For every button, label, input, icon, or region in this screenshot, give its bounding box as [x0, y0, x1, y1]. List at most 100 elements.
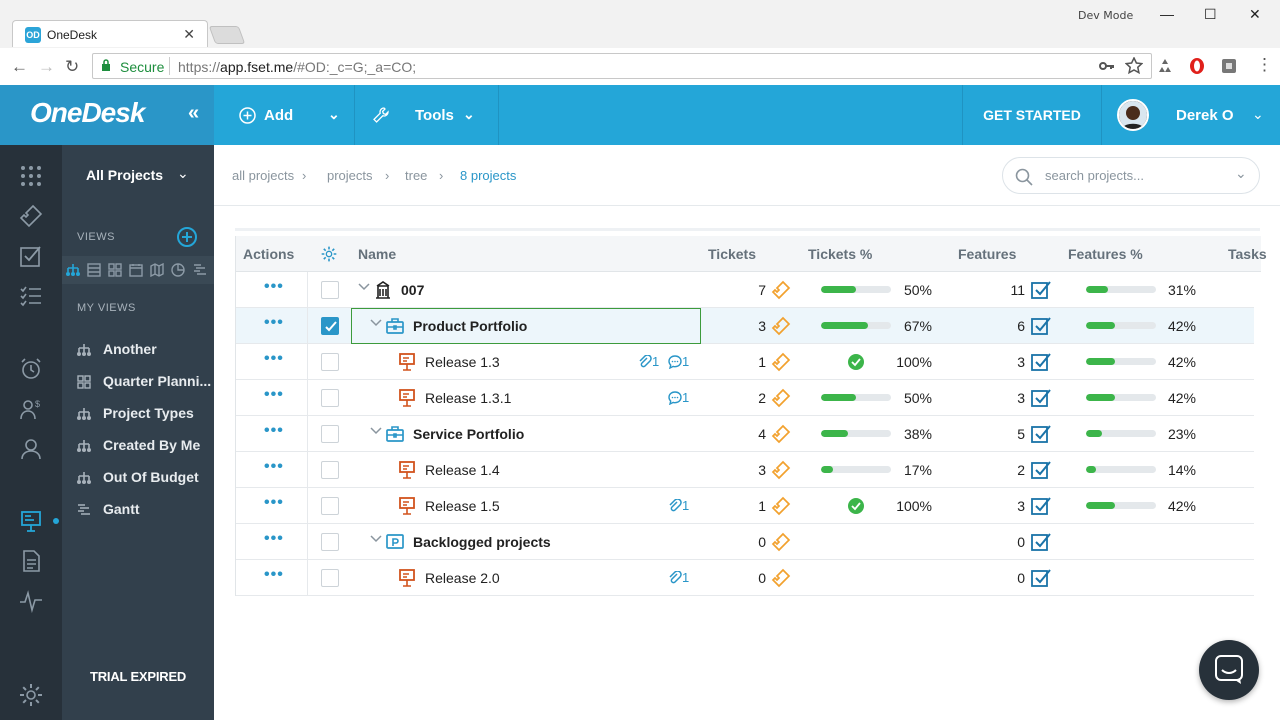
map-view-icon[interactable] — [150, 263, 164, 277]
user-menu-chevron-icon[interactable]: ⌄ — [1252, 106, 1264, 122]
table-row[interactable]: ••• Release 2.0 1 0 0 — [236, 560, 1254, 596]
attachment-badge[interactable]: 1 — [668, 498, 689, 513]
column-settings-gear-icon[interactable] — [321, 246, 337, 262]
calendar-view-icon[interactable] — [129, 263, 143, 277]
project-name[interactable]: Backlogged projects — [413, 534, 551, 550]
attachment-badge[interactable]: 1 — [638, 354, 659, 369]
name-edit-focus[interactable] — [351, 308, 701, 344]
activity-pulse-icon[interactable] — [19, 589, 43, 613]
add-menu-button[interactable]: Add ⌄ — [214, 85, 355, 145]
row-actions-menu-icon[interactable]: ••• — [264, 422, 284, 439]
project-name[interactable]: Service Portfolio — [413, 426, 525, 442]
expand-chevron-icon[interactable] — [370, 317, 382, 329]
attachment-badge[interactable]: 1 — [668, 570, 689, 585]
chevron-down-icon[interactable]: ⌄ — [1235, 165, 1247, 181]
project-name[interactable]: Release 1.5 — [425, 498, 500, 514]
col-name[interactable]: Name — [358, 246, 397, 262]
close-tab-icon[interactable]: ✕ — [183, 26, 195, 42]
checklist-icon[interactable] — [19, 284, 43, 308]
recycle-extension-icon[interactable] — [1156, 57, 1174, 75]
projects-icon[interactable] — [19, 509, 43, 533]
tree-view-icon[interactable] — [66, 263, 80, 277]
get-started-button[interactable]: GET STARTED — [962, 85, 1102, 145]
table-row[interactable]: ••• Service Portfolio 4 38% 5 23% — [236, 416, 1254, 452]
col-features[interactable]: Features — [958, 246, 1017, 262]
comment-badge[interactable]: 1 — [668, 390, 689, 405]
back-icon[interactable]: ← — [11, 57, 28, 76]
row-actions-menu-icon[interactable]: ••• — [264, 278, 284, 295]
settings-gear-icon[interactable] — [19, 683, 43, 707]
documents-icon[interactable] — [19, 549, 43, 573]
analytics-view-icon[interactable] — [171, 263, 185, 277]
close-window-icon[interactable]: ✕ — [1249, 6, 1261, 22]
table-row[interactable]: ••• Release 1.5 1 1 100% 3 42% — [236, 488, 1254, 524]
project-name[interactable]: Product Portfolio — [413, 318, 528, 334]
gantt-view-icon[interactable] — [193, 263, 207, 277]
maximize-icon[interactable]: ☐ — [1204, 6, 1217, 22]
tickets-icon[interactable] — [19, 204, 43, 228]
chevron-down-icon[interactable]: ⌄ — [177, 165, 189, 181]
new-tab-button[interactable] — [208, 26, 246, 44]
my-view-project-types[interactable]: Project Types — [75, 404, 211, 424]
row-actions-menu-icon[interactable]: ••• — [264, 566, 284, 583]
project-name[interactable]: Release 1.3 — [425, 354, 500, 370]
extension-icon[interactable] — [1220, 57, 1238, 75]
project-name[interactable]: Release 1.3.1 — [425, 390, 512, 406]
alarm-clock-icon[interactable] — [19, 357, 43, 381]
table-row[interactable]: ••• Release 1.4 3 17% 2 14% — [236, 452, 1254, 488]
my-view-out-of-budget[interactable]: Out Of Budget — [75, 468, 211, 488]
table-row[interactable]: ••• Backlogged projects 0 0 — [236, 524, 1254, 560]
project-name[interactable]: Release 1.4 — [425, 462, 500, 478]
project-name[interactable]: 007 — [401, 282, 425, 298]
row-checkbox[interactable] — [321, 461, 339, 479]
user-name[interactable]: Derek O — [1176, 107, 1234, 124]
customers-icon[interactable] — [19, 437, 43, 461]
row-checkbox[interactable] — [321, 497, 339, 515]
row-checkbox[interactable] — [321, 317, 339, 335]
my-view-quarter-planning[interactable]: Quarter Planni... — [75, 372, 211, 392]
my-view-gantt[interactable]: Gantt — [75, 500, 211, 520]
table-row[interactable]: ••• 007 7 50% 11 31% — [236, 272, 1254, 308]
row-checkbox[interactable] — [321, 569, 339, 587]
comment-badge[interactable]: 1 — [668, 354, 689, 369]
row-checkbox[interactable] — [321, 353, 339, 371]
avatar[interactable] — [1117, 99, 1149, 131]
browser-menu-icon[interactable]: ⋮ — [1256, 55, 1273, 74]
row-actions-menu-icon[interactable]: ••• — [264, 314, 284, 331]
col-actions[interactable]: Actions — [243, 246, 295, 262]
tools-menu-button[interactable]: Tools ⌄ — [355, 85, 499, 145]
collapse-sidebar-icon[interactable]: « — [188, 102, 200, 124]
row-actions-menu-icon[interactable]: ••• — [264, 386, 284, 403]
breadcrumb-projects[interactable]: projects — [327, 168, 373, 183]
search-input[interactable]: search projects... ⌄ — [1002, 157, 1260, 194]
my-view-created-by-me[interactable]: Created By Me — [75, 436, 211, 456]
expand-chevron-icon[interactable] — [370, 425, 382, 437]
url-field[interactable]: Secure https://app.fset.me/#OD:_c=G;_a=C… — [92, 53, 1152, 79]
table-row[interactable]: ••• Release 1.3.1 1 2 50% 3 42% — [236, 380, 1254, 416]
row-checkbox[interactable] — [321, 281, 339, 299]
chat-launcher-button[interactable] — [1199, 640, 1259, 700]
browser-tab[interactable]: OD OneDesk ✕ — [12, 20, 208, 47]
expand-chevron-icon[interactable] — [358, 281, 370, 293]
customer-billing-icon[interactable]: $ — [19, 397, 43, 421]
my-view-another[interactable]: Another — [75, 340, 211, 360]
row-actions-menu-icon[interactable]: ••• — [264, 458, 284, 475]
forward-icon[interactable]: → — [38, 57, 55, 76]
breadcrumb-tree[interactable]: tree — [405, 168, 428, 183]
list-view-icon[interactable] — [87, 263, 101, 277]
add-view-icon[interactable] — [176, 226, 198, 248]
col-tickets[interactable]: Tickets — [708, 246, 756, 262]
row-actions-menu-icon[interactable]: ••• — [264, 350, 284, 367]
bookmark-star-icon[interactable] — [1125, 57, 1143, 75]
apps-grid-icon[interactable] — [19, 164, 43, 188]
tasks-check-icon[interactable] — [19, 244, 43, 268]
breadcrumb-all-projects[interactable]: all projects — [232, 168, 295, 183]
row-checkbox[interactable] — [321, 389, 339, 407]
row-actions-menu-icon[interactable]: ••• — [264, 530, 284, 547]
opera-extension-icon[interactable] — [1188, 57, 1206, 75]
key-icon[interactable] — [1099, 59, 1115, 73]
col-tickets-pct[interactable]: Tickets % — [808, 246, 873, 262]
table-row[interactable]: ••• Product Portfolio 3 67% 6 42% — [236, 308, 1254, 344]
row-checkbox[interactable] — [321, 533, 339, 551]
col-features-pct[interactable]: Features % — [1068, 246, 1143, 262]
